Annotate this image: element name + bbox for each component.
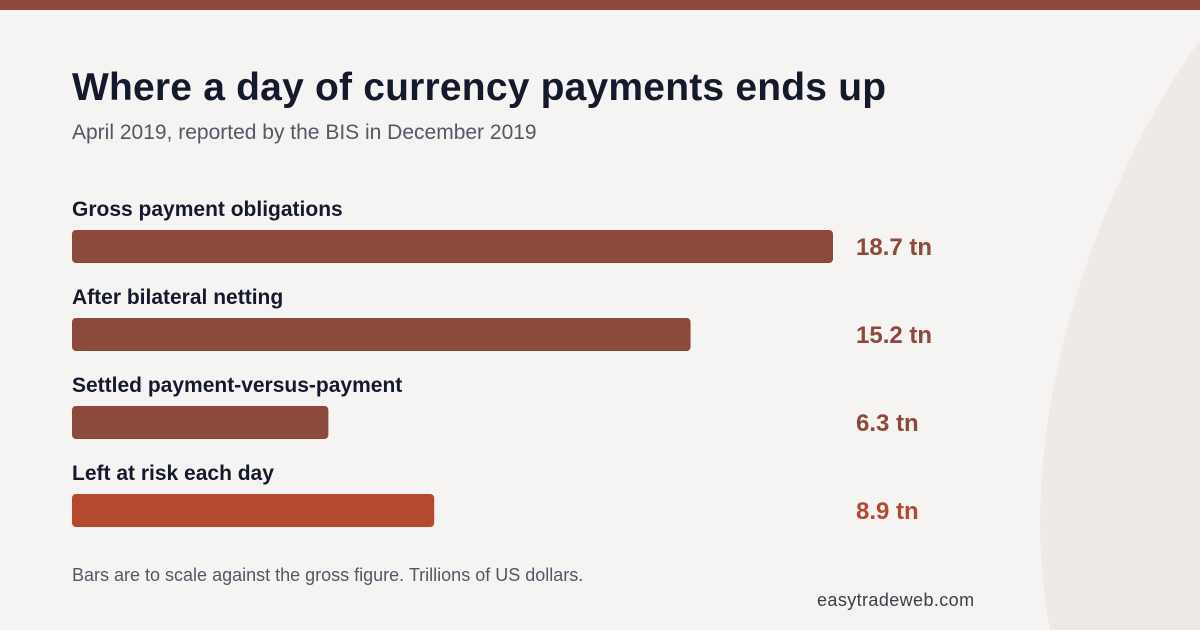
bar-at-risk [72, 494, 435, 527]
top-accent-band [0, 0, 1200, 10]
source-credit: easytradeweb.com [817, 590, 975, 610]
bar-value-label: 18.7 tn [856, 234, 932, 261]
bar-category-label: Gross payment obligations [72, 198, 343, 221]
bar-value-label: 6.3 tn [856, 410, 919, 437]
bar [72, 318, 691, 351]
chart-subtitle: April 2019, reported by the BIS in Decem… [72, 121, 537, 144]
bar [72, 406, 329, 439]
bar-category-label: After bilateral netting [72, 286, 283, 309]
bar [72, 230, 833, 263]
bar-value-label: 8.9 tn [856, 498, 919, 525]
bar-value-label: 15.2 tn [856, 322, 932, 349]
bar-category-label: Settled payment-versus-payment [72, 374, 402, 397]
chart-footnote: Bars are to scale against the gross figu… [72, 565, 584, 585]
bar-category-label: Left at risk each day [72, 462, 274, 485]
chart-title: Where a day of currency payments ends up [72, 66, 887, 109]
